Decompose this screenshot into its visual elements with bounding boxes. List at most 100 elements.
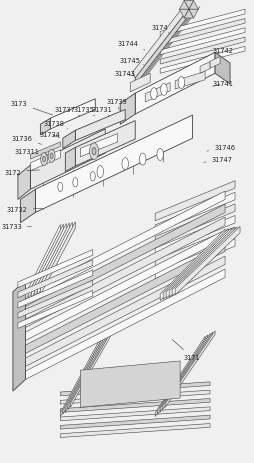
- Polygon shape: [132, 0, 192, 79]
- Polygon shape: [25, 257, 224, 367]
- Polygon shape: [165, 331, 214, 407]
- Polygon shape: [50, 100, 95, 130]
- Polygon shape: [155, 239, 234, 279]
- Polygon shape: [160, 19, 244, 46]
- Polygon shape: [188, 1, 198, 10]
- Text: 31733: 31733: [1, 224, 31, 230]
- Polygon shape: [80, 134, 117, 157]
- Circle shape: [40, 153, 47, 166]
- Text: 31738: 31738: [43, 121, 68, 130]
- Text: 31744: 31744: [117, 41, 145, 51]
- Text: 31746: 31746: [206, 144, 234, 152]
- Polygon shape: [155, 193, 234, 233]
- Circle shape: [150, 88, 156, 100]
- Polygon shape: [135, 5, 192, 86]
- Polygon shape: [209, 57, 219, 69]
- Text: 31731: 31731: [91, 107, 112, 117]
- Polygon shape: [174, 72, 204, 90]
- Polygon shape: [179, 1, 188, 10]
- Polygon shape: [183, 1, 193, 10]
- Polygon shape: [18, 166, 30, 200]
- Polygon shape: [160, 230, 224, 301]
- Circle shape: [90, 172, 95, 181]
- Polygon shape: [60, 407, 209, 421]
- Text: 31737: 31737: [55, 107, 80, 117]
- Polygon shape: [60, 382, 209, 396]
- Text: 3174: 3174: [151, 25, 169, 35]
- Polygon shape: [120, 94, 135, 125]
- Polygon shape: [160, 10, 244, 37]
- Polygon shape: [145, 83, 169, 103]
- Polygon shape: [162, 332, 212, 410]
- Polygon shape: [60, 390, 209, 404]
- Circle shape: [156, 149, 163, 161]
- Circle shape: [73, 178, 77, 188]
- Polygon shape: [30, 150, 60, 171]
- Polygon shape: [174, 227, 239, 295]
- Polygon shape: [155, 216, 234, 256]
- Polygon shape: [40, 119, 50, 136]
- Polygon shape: [160, 334, 209, 412]
- Circle shape: [92, 148, 96, 156]
- Polygon shape: [166, 229, 230, 299]
- Polygon shape: [179, 10, 188, 19]
- Polygon shape: [62, 338, 102, 414]
- Text: 3171: 3171: [171, 340, 200, 360]
- Polygon shape: [30, 130, 105, 190]
- Polygon shape: [68, 335, 107, 410]
- Polygon shape: [25, 244, 224, 354]
- Polygon shape: [130, 74, 150, 93]
- Polygon shape: [199, 63, 209, 74]
- Text: 31735: 31735: [73, 107, 94, 117]
- Polygon shape: [70, 333, 110, 407]
- Circle shape: [160, 84, 167, 96]
- Text: 31739: 31739: [106, 99, 127, 110]
- Polygon shape: [60, 399, 209, 413]
- Polygon shape: [25, 192, 224, 302]
- Circle shape: [178, 77, 184, 89]
- Polygon shape: [40, 222, 75, 295]
- Polygon shape: [183, 10, 193, 19]
- Polygon shape: [34, 223, 69, 298]
- Text: 31743: 31743: [114, 71, 135, 77]
- Polygon shape: [30, 143, 60, 160]
- Polygon shape: [20, 190, 35, 223]
- Text: 31742: 31742: [207, 48, 232, 58]
- Polygon shape: [188, 10, 198, 19]
- Polygon shape: [171, 227, 236, 296]
- Polygon shape: [65, 148, 75, 172]
- Circle shape: [58, 183, 62, 192]
- Polygon shape: [65, 336, 105, 412]
- Polygon shape: [18, 260, 92, 298]
- Text: 3173: 3173: [11, 101, 53, 116]
- Polygon shape: [75, 121, 135, 167]
- Polygon shape: [60, 424, 209, 438]
- Polygon shape: [18, 270, 92, 308]
- Polygon shape: [160, 29, 244, 56]
- Circle shape: [48, 150, 55, 163]
- Polygon shape: [18, 291, 92, 329]
- Polygon shape: [60, 415, 209, 429]
- Polygon shape: [75, 110, 125, 141]
- Circle shape: [97, 166, 103, 178]
- Polygon shape: [80, 361, 179, 407]
- Polygon shape: [60, 339, 100, 417]
- Polygon shape: [25, 231, 224, 341]
- Text: 31736: 31736: [12, 136, 41, 145]
- Polygon shape: [155, 205, 234, 244]
- Text: 31745: 31745: [119, 58, 143, 66]
- Polygon shape: [25, 269, 224, 380]
- Circle shape: [139, 154, 145, 166]
- Polygon shape: [62, 131, 75, 149]
- Polygon shape: [35, 116, 192, 213]
- Circle shape: [89, 144, 98, 160]
- Text: 31732: 31732: [7, 206, 42, 212]
- Polygon shape: [155, 181, 234, 221]
- Polygon shape: [28, 225, 63, 300]
- Polygon shape: [25, 205, 224, 315]
- Text: 31747: 31747: [203, 157, 232, 163]
- Polygon shape: [18, 250, 92, 288]
- Polygon shape: [31, 224, 66, 299]
- Text: 3172: 3172: [5, 169, 39, 175]
- Polygon shape: [13, 281, 25, 391]
